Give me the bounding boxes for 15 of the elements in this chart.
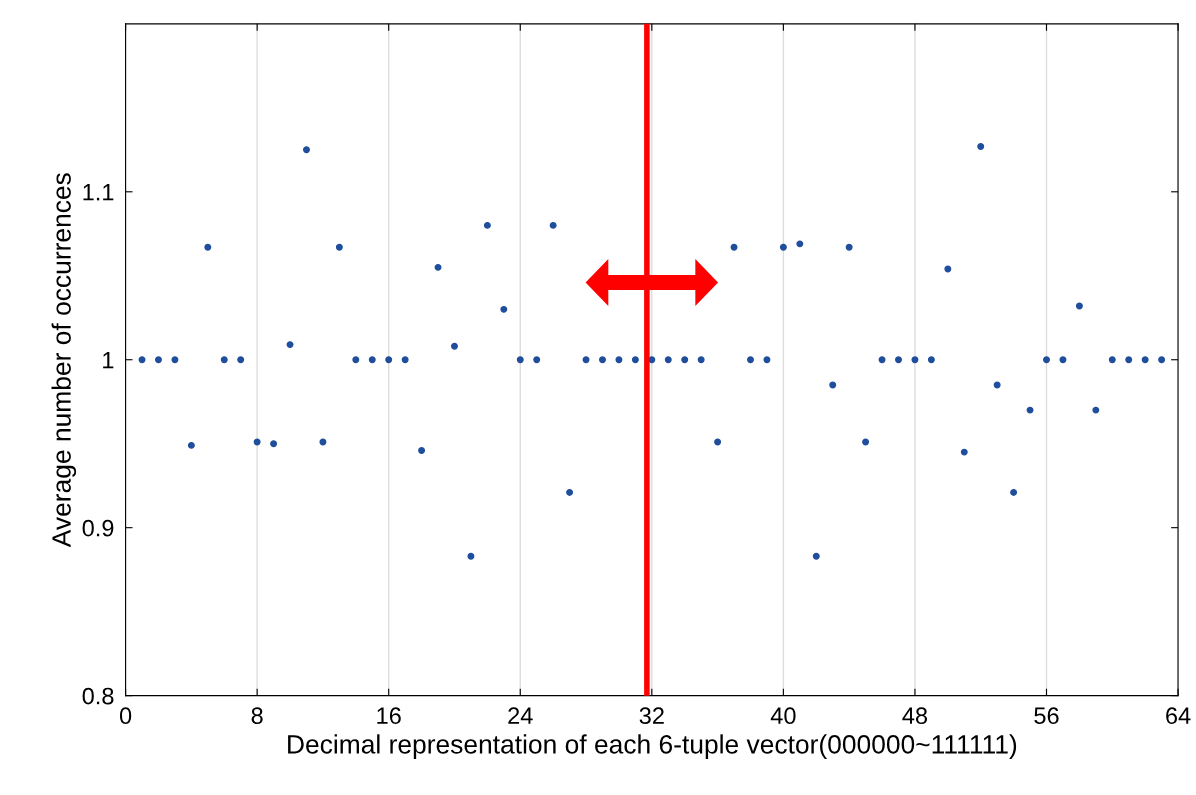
x-tick-label: 24 — [508, 707, 533, 724]
y-axis-title: Average number of occurrences — [51, 173, 77, 548]
y-tick-label: 0.9 — [82, 519, 114, 537]
x-tick-label: 0 — [119, 707, 132, 725]
x-tick-label: 48 — [902, 707, 928, 725]
x-axis-title: Decimal representation of each 6-tuple vector(000000~111111) — [288, 734, 1017, 759]
x-tick-label: 64 — [1166, 707, 1191, 725]
x-tick-label: 32 — [639, 707, 664, 725]
x-tick-label: 8 — [251, 707, 263, 725]
x-tick-label: 16 — [377, 707, 401, 725]
y-tick-label: 1.1 — [83, 184, 114, 201]
y-tick-label: 0.8 — [82, 687, 114, 705]
x-tick-label: 40 — [770, 707, 796, 725]
x-tick-label: 56 — [1034, 707, 1059, 725]
y-tick-label: 1 — [103, 352, 114, 369]
